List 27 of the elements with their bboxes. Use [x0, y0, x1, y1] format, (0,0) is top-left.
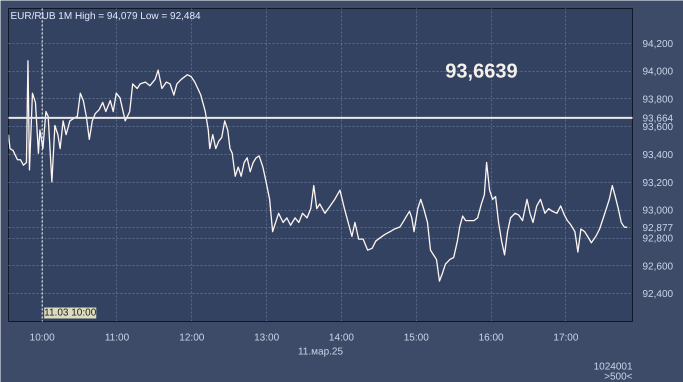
x-tick-label: 11:00 — [104, 332, 130, 344]
x-tick-label: 14:00 — [328, 332, 354, 344]
y-tick-label: 94,200 — [642, 38, 674, 50]
y-tick-label: 92,600 — [642, 261, 674, 272]
x-tick-label: 15:00 — [404, 332, 430, 344]
text: 1024001 — [594, 362, 633, 372]
x-tick-label: 17:00 — [553, 332, 579, 344]
y-tick-label: 93,000 — [642, 206, 674, 217]
x-tick-label: 12:00 — [179, 332, 205, 344]
y-tick-label: 93,600 — [642, 122, 674, 134]
x-tick-label: 16:00 — [478, 332, 504, 344]
y-tick-label: 93,400 — [642, 150, 674, 162]
y-tick-label: 94,000 — [642, 66, 674, 78]
y-tick-label: 93,800 — [642, 94, 674, 106]
y-tick-label: 92,800 — [642, 234, 674, 245]
y-tick-label: 93,200 — [642, 178, 674, 189]
y-tick-label: 92,400 — [642, 289, 674, 300]
line-series — [8, 60, 628, 282]
x-tick-label: 13:00 — [254, 332, 280, 344]
ref-line-label: 93,664 — [642, 113, 674, 124]
x-tick-label: 10:00 — [30, 332, 56, 344]
annotation: 93,6639 — [445, 60, 518, 82]
x-axis-title: 11.мар.25 — [298, 346, 344, 358]
y-tick-label: 92,877 — [642, 222, 674, 234]
chart-title: EUR/RUB 1M High = 94,079 Low = 92,484 — [10, 11, 202, 22]
text: >500< — [604, 372, 633, 382]
ref-line-label: 11.03 10:00 — [44, 308, 97, 318]
